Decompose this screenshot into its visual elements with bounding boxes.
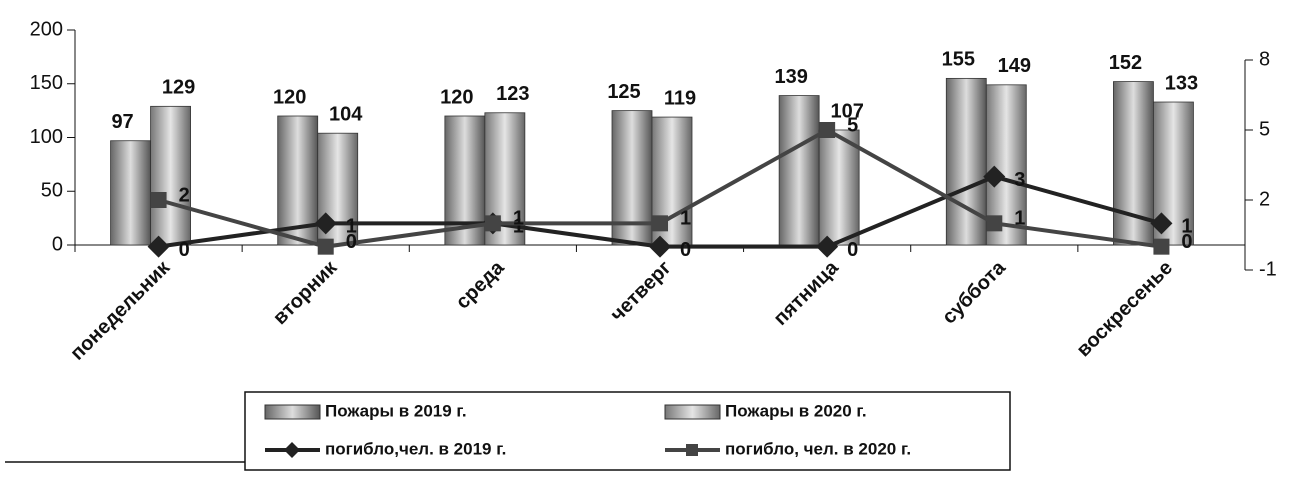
x-tick-label: четверг <box>606 257 675 326</box>
bar-value-label: 133 <box>1165 72 1198 94</box>
bar-value-label: 149 <box>998 55 1031 77</box>
line-value-label: 0 <box>680 239 691 261</box>
bar <box>945 77 987 246</box>
x-tick-label: вторник <box>269 256 342 329</box>
legend-marker <box>284 442 300 458</box>
legend-marker <box>686 444 698 456</box>
y2-tick-label: 2 <box>1259 188 1270 210</box>
bar-value-label: 104 <box>329 103 363 125</box>
line-value-label: 3 <box>1014 169 1025 191</box>
point <box>147 235 170 258</box>
line-value-label: 0 <box>179 239 190 261</box>
x-tick-label: понедельник <box>66 256 175 365</box>
legend-label: Пожары в 2019 г. <box>325 401 467 420</box>
bar-value-label: 129 <box>162 77 195 99</box>
x-tick-label: пятница <box>770 256 844 330</box>
bar-value-label: 97 <box>111 111 133 133</box>
line-value-label: 0 <box>346 231 357 253</box>
point <box>816 235 839 258</box>
legend-label: погибло, чел. в 2020 г. <box>725 439 911 458</box>
bar <box>110 140 151 246</box>
legend-box <box>244 391 1011 471</box>
x-tick-label: среда <box>452 256 509 313</box>
point <box>317 238 334 255</box>
y-tick-label: 50 <box>41 180 63 202</box>
line-value-label: 5 <box>847 114 858 136</box>
line-value-label: 1 <box>680 208 691 230</box>
point <box>983 165 1006 188</box>
legend-swatch <box>664 404 721 420</box>
legend-label: погибло,чел. в 2019 г. <box>325 439 506 458</box>
bar-value-label: 125 <box>607 81 640 103</box>
point <box>314 212 337 235</box>
line-value-label: 1 <box>1014 208 1025 230</box>
bar-value-label: 120 <box>440 86 473 108</box>
bar-value-label: 155 <box>942 49 975 71</box>
line-value-label: 1 <box>513 208 524 230</box>
point <box>986 215 1003 232</box>
y-tick-label: 150 <box>30 72 63 94</box>
bar <box>150 105 191 246</box>
point <box>819 122 836 138</box>
line-value-label: 0 <box>1181 231 1192 253</box>
line-value-label: 1 <box>346 216 357 238</box>
bar <box>778 95 820 246</box>
x-tick-label: воскресенье <box>1072 257 1177 362</box>
y2-tick-label: 8 <box>1259 48 1270 70</box>
bar-value-label: 152 <box>1109 52 1142 74</box>
y-tick-label: 0 <box>52 233 63 255</box>
point <box>150 192 167 208</box>
y2-tick-label: -1 <box>1259 258 1277 280</box>
line-value-label: 1 <box>1181 216 1192 238</box>
bar-value-label: 120 <box>273 86 306 108</box>
line-value-label: 0 <box>847 239 858 261</box>
y2-tick-label: 5 <box>1259 118 1270 140</box>
point <box>1150 212 1173 235</box>
y-tick-label: 200 <box>30 18 63 40</box>
point <box>484 215 501 232</box>
bar <box>818 129 860 246</box>
point <box>649 235 671 258</box>
point <box>652 215 668 232</box>
bar-value-label: 123 <box>496 83 529 105</box>
legend-swatch <box>264 404 321 420</box>
legend-label: Пожары в 2020 г. <box>725 401 867 420</box>
x-tick-label: суббота <box>938 256 1010 328</box>
bar-value-label: 139 <box>774 66 807 88</box>
line-value-label: 1 <box>513 216 524 238</box>
bar-value-label: 107 <box>830 100 863 122</box>
y-tick-label: 100 <box>30 126 63 148</box>
bar-value-label: 119 <box>664 87 696 109</box>
line-value-label: 2 <box>179 184 190 206</box>
point <box>1153 238 1170 255</box>
